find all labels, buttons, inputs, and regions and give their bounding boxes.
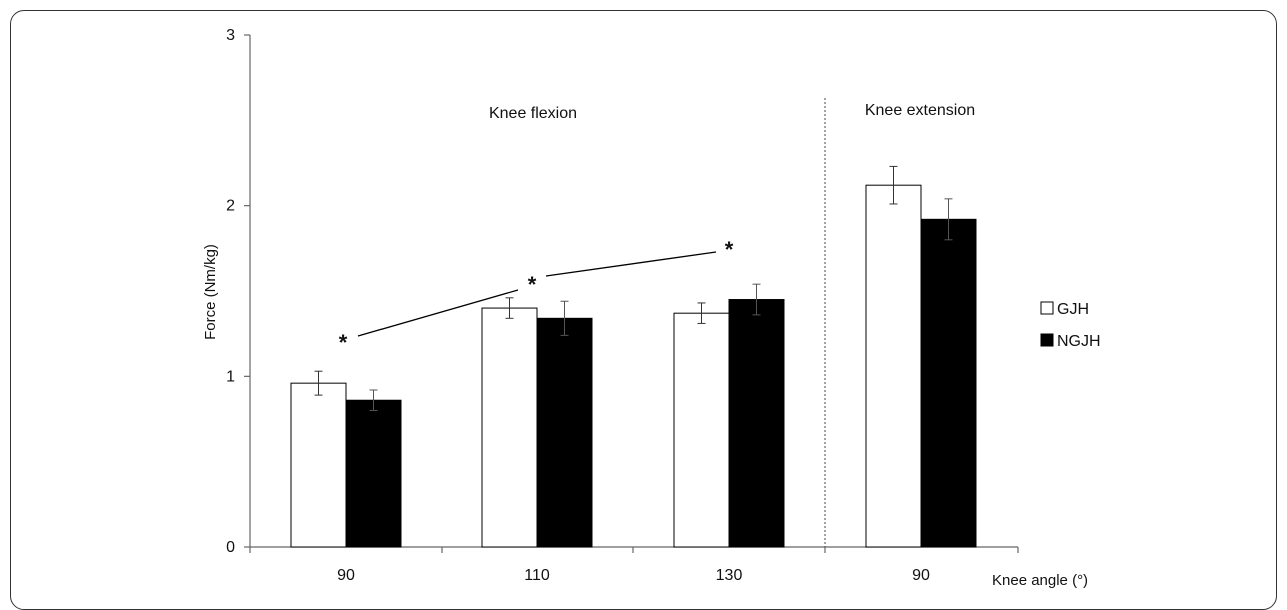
bar-ngjh [536, 317, 593, 548]
significance-line [357, 289, 519, 337]
x-tick-label: 90 [912, 567, 930, 584]
significance-star: * [725, 237, 734, 262]
bar-chart: 0 1 2 3 90 110 130 90 * * * Force (Nm/kg) Knee an… [202, 27, 1101, 589]
bar-ngjh [345, 399, 402, 548]
bar-ngjh [728, 299, 785, 548]
bar-gjh [481, 307, 538, 548]
x-tick-label: 90 [337, 567, 355, 584]
group-label-knee-flexion: Knee flexion [489, 105, 577, 122]
legend-swatch-ngjh [1040, 333, 1054, 347]
x-tick-label: 110 [524, 567, 550, 584]
legend-label-ngjh: NGJH [1057, 333, 1101, 350]
bar-gjh [865, 184, 922, 548]
significance-star: * [339, 330, 348, 355]
legend-swatch-gjh [1040, 301, 1054, 315]
legend-label-gjh: GJH [1057, 301, 1089, 318]
significance-line [545, 251, 717, 277]
y-axis-label: Force (Nm/kg) [202, 244, 219, 340]
bar-gjh [290, 382, 347, 548]
group-label-knee-extension: Knee extension [865, 102, 975, 119]
bar-ngjh [920, 218, 977, 548]
annotations: * * * [339, 237, 734, 355]
significance-star: * [528, 272, 537, 297]
bar-gjh [673, 312, 730, 548]
y-tick-label: 1 [226, 368, 235, 385]
x-tick-label: 130 [716, 567, 743, 584]
y-tick-label: 3 [226, 27, 235, 44]
x-axis-label: Knee angle (°) [992, 572, 1088, 589]
bars [290, 165, 977, 548]
y-tick-label: 0 [226, 539, 235, 556]
y-tick-label: 2 [226, 198, 235, 215]
legend: GJH NGJH [1040, 301, 1101, 350]
